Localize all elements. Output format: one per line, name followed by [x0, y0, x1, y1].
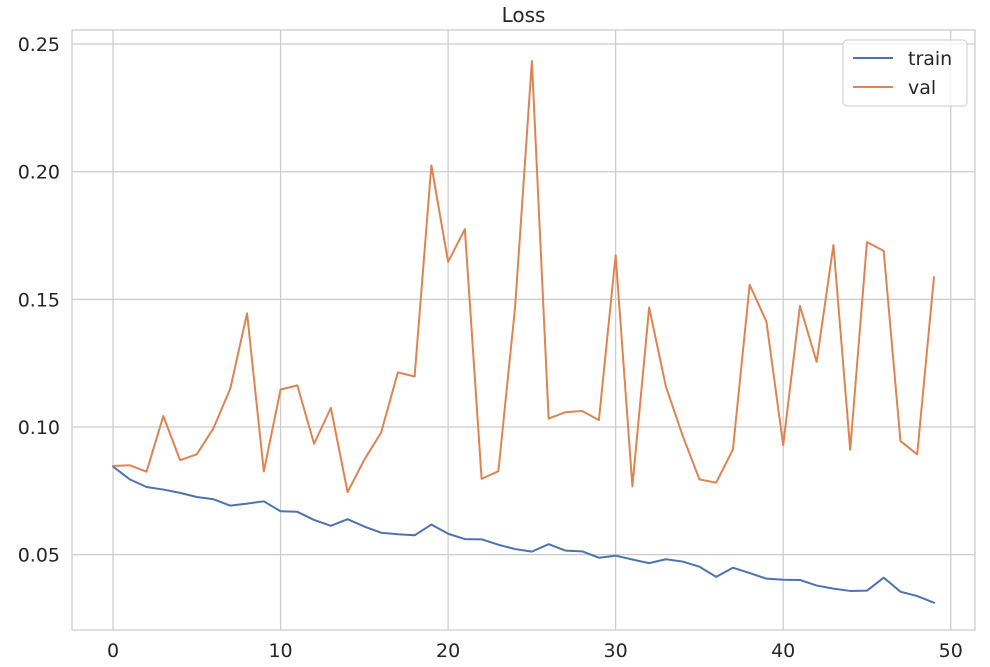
tick-labels: 0 10 20 30 40 50 0.05 0.10 0.15 0.20 0.25 [18, 34, 963, 662]
y-tick-label: 0.05 [18, 545, 60, 567]
y-tick-label: 0.10 [18, 417, 60, 439]
legend-label-val: val [908, 77, 936, 99]
grid [72, 30, 975, 630]
legend-box [842, 39, 968, 107]
x-tick-label: 10 [268, 640, 292, 662]
y-tick-label: 0.20 [18, 162, 60, 184]
x-tick-label: 30 [604, 640, 628, 662]
legend-label-train: train [908, 48, 952, 70]
chart-title: Loss [502, 3, 546, 27]
x-tick-label: 0 [107, 640, 119, 662]
y-tick-label: 0.25 [18, 34, 60, 56]
x-tick-label: 20 [436, 640, 460, 662]
x-tick-label: 40 [771, 640, 795, 662]
y-tick-label: 0.15 [18, 289, 60, 311]
series-layer [112, 60, 935, 604]
legend: train val [842, 39, 968, 107]
series-line-val [112, 60, 935, 494]
plot-frame [71, 29, 976, 631]
series-line-train [112, 465, 935, 604]
x-tick-label: 50 [939, 640, 963, 662]
